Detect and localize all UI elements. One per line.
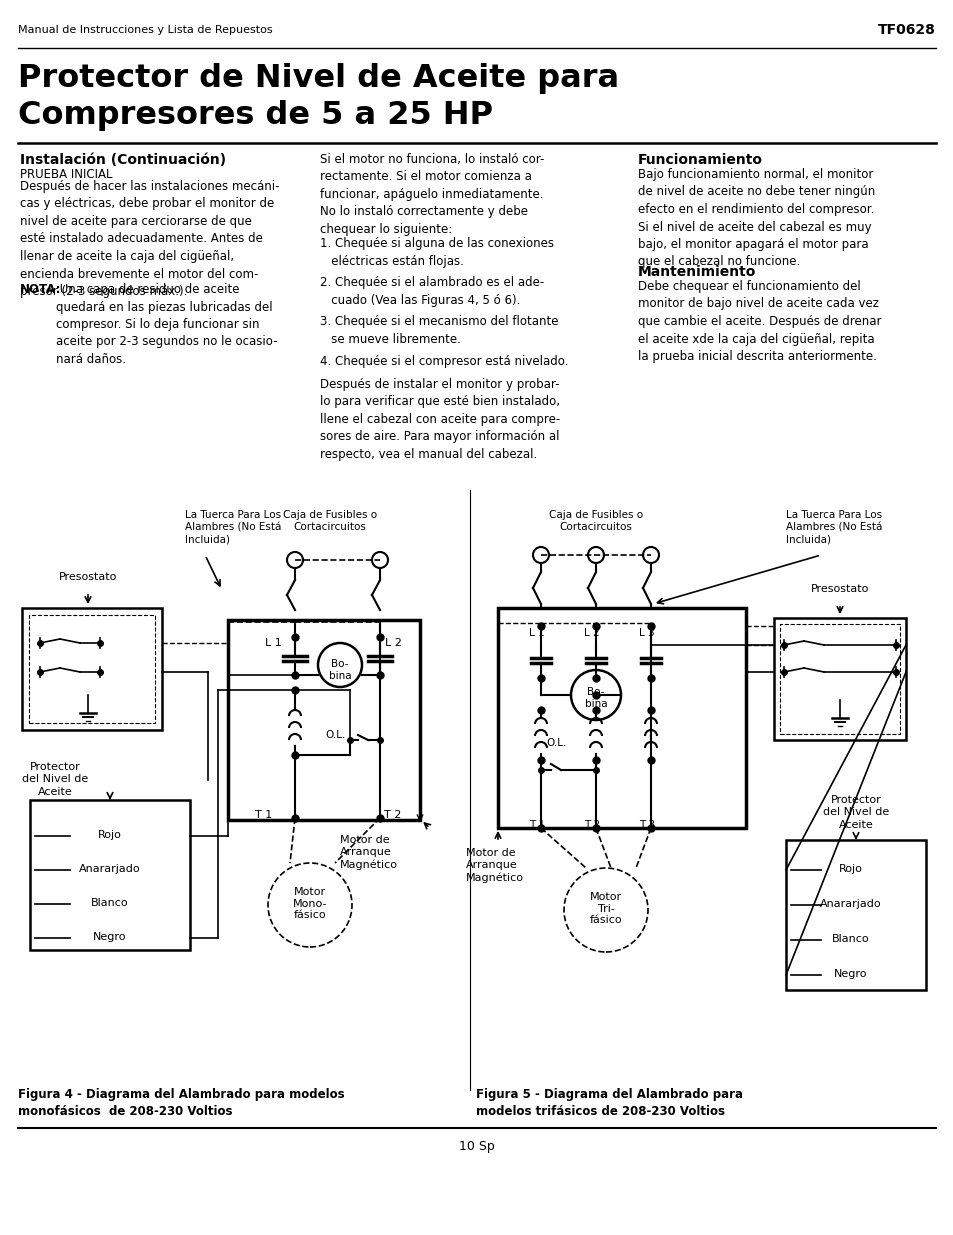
Text: L 3: L 3 xyxy=(639,629,654,638)
Bar xyxy=(785,840,925,990)
Text: Protector
del Nivel de
Aceite: Protector del Nivel de Aceite xyxy=(22,762,88,797)
Text: Motor
Mono-
fásico: Motor Mono- fásico xyxy=(293,887,327,920)
Text: TF0628: TF0628 xyxy=(877,23,935,37)
Text: Caja de Fusibles o
Cortacircuitos: Caja de Fusibles o Cortacircuitos xyxy=(548,510,642,532)
Text: T 1: T 1 xyxy=(529,820,544,830)
Text: 4. Chequée si el compresor está nivelado.: 4. Chequée si el compresor está nivelado… xyxy=(319,354,568,368)
Text: Bajo funcionamiento normal, el monitor
de nivel de aceite no debe tener ningún
e: Bajo funcionamiento normal, el monitor d… xyxy=(638,168,874,268)
Text: Una capa de residuo de aceite
quedará en las piezas lubricadas del
compresor. Si: Una capa de residuo de aceite quedará en… xyxy=(56,283,277,366)
Text: Anararjado: Anararjado xyxy=(820,899,881,909)
Bar xyxy=(30,800,190,950)
Bar xyxy=(228,620,419,820)
Bar xyxy=(22,608,162,730)
Text: Motor de
Arranque
Magnético: Motor de Arranque Magnético xyxy=(465,848,523,883)
Text: 10 Sp: 10 Sp xyxy=(458,1140,495,1153)
Text: Blanco: Blanco xyxy=(91,898,129,908)
Text: Blanco: Blanco xyxy=(831,934,869,944)
Text: Bo-
bina: Bo- bina xyxy=(329,659,351,680)
Text: Funcionamiento: Funcionamiento xyxy=(638,153,762,167)
Text: Motor de
Arranque
Magnético: Motor de Arranque Magnético xyxy=(339,835,397,871)
Text: L 2: L 2 xyxy=(583,629,599,638)
Text: L 1: L 1 xyxy=(265,638,281,648)
Text: Protector
del Nivel de
Aceite: Protector del Nivel de Aceite xyxy=(822,795,888,830)
Text: Caja de Fusibles o
Cortacircuitos: Caja de Fusibles o Cortacircuitos xyxy=(283,510,376,532)
Text: La Tuerca Para Los
Alambres (No Está
Incluida): La Tuerca Para Los Alambres (No Está Inc… xyxy=(185,510,281,545)
Text: Después de hacer las instalaciones mecáni-
cas y eléctricas, debe probar el moni: Después de hacer las instalaciones mecán… xyxy=(20,180,279,298)
Text: Protector de Nivel de Aceite para: Protector de Nivel de Aceite para xyxy=(18,63,618,94)
Text: Debe chequear el funcionamiento del
monitor de bajo nivel de aceite cada vez
que: Debe chequear el funcionamiento del moni… xyxy=(638,280,881,363)
Bar xyxy=(497,608,745,827)
Text: La Tuerca Para Los
Alambres (No Está
Incluida): La Tuerca Para Los Alambres (No Está Inc… xyxy=(785,510,882,545)
Bar xyxy=(780,624,899,734)
Text: T 2: T 2 xyxy=(384,810,401,820)
Text: Mantenimiento: Mantenimiento xyxy=(638,266,756,279)
Text: Bo-
bina: Bo- bina xyxy=(584,687,607,709)
Text: NOTA:: NOTA: xyxy=(20,283,61,296)
Bar xyxy=(773,618,905,740)
Text: Después de instalar el monitor y probar-
lo para verificar que esté bien instala: Después de instalar el monitor y probar-… xyxy=(319,378,559,461)
Text: T 1: T 1 xyxy=(254,810,272,820)
Text: Figura 4 - Diagrama del Alambrado para modelos
monofásicos  de 208-230 Voltios: Figura 4 - Diagrama del Alambrado para m… xyxy=(18,1088,344,1118)
Text: Instalación (Continuación): Instalación (Continuación) xyxy=(20,153,226,167)
Text: Manual de Instrucciones y Lista de Repuestos: Manual de Instrucciones y Lista de Repue… xyxy=(18,25,273,35)
Text: Rojo: Rojo xyxy=(98,830,122,840)
Text: Si el motor no funciona, lo instaló cor-
rectamente. Si el motor comienza a
func: Si el motor no funciona, lo instaló cor-… xyxy=(319,153,544,236)
Circle shape xyxy=(571,671,620,720)
Text: 1. Chequée si alguna de las conexiones
   eléctricas están flojas.: 1. Chequée si alguna de las conexiones e… xyxy=(319,237,554,268)
Text: T 3: T 3 xyxy=(639,820,655,830)
Text: Negro: Negro xyxy=(833,969,867,979)
Text: O.L.: O.L. xyxy=(545,739,566,748)
Text: L 1: L 1 xyxy=(529,629,544,638)
Text: O.L.: O.L. xyxy=(325,730,345,740)
Text: T 2: T 2 xyxy=(583,820,599,830)
Circle shape xyxy=(317,643,361,687)
Text: 3. Chequée si el mecanismo del flotante
   se mueve libremente.: 3. Chequée si el mecanismo del flotante … xyxy=(319,315,558,346)
Text: Motor
Tri-
fásico: Motor Tri- fásico xyxy=(589,892,621,925)
Text: 2. Chequée si el alambrado es el ade-
   cuado (Vea las Figuras 4, 5 ó 6).: 2. Chequée si el alambrado es el ade- cu… xyxy=(319,277,543,306)
Text: PRUEBA INICIAL: PRUEBA INICIAL xyxy=(20,168,112,182)
Text: Presostato: Presostato xyxy=(810,584,868,594)
Bar xyxy=(29,615,154,722)
Text: Negro: Negro xyxy=(93,932,127,942)
Text: Anararjado: Anararjado xyxy=(79,864,141,874)
Text: Figura 5 - Diagrama del Alambrado para
modelos trifásicos de 208-230 Voltios: Figura 5 - Diagrama del Alambrado para m… xyxy=(476,1088,742,1118)
Text: Compresores de 5 a 25 HP: Compresores de 5 a 25 HP xyxy=(18,100,493,131)
Text: Presostato: Presostato xyxy=(59,572,117,582)
Text: L 2: L 2 xyxy=(385,638,401,648)
Text: Rojo: Rojo xyxy=(839,864,862,874)
